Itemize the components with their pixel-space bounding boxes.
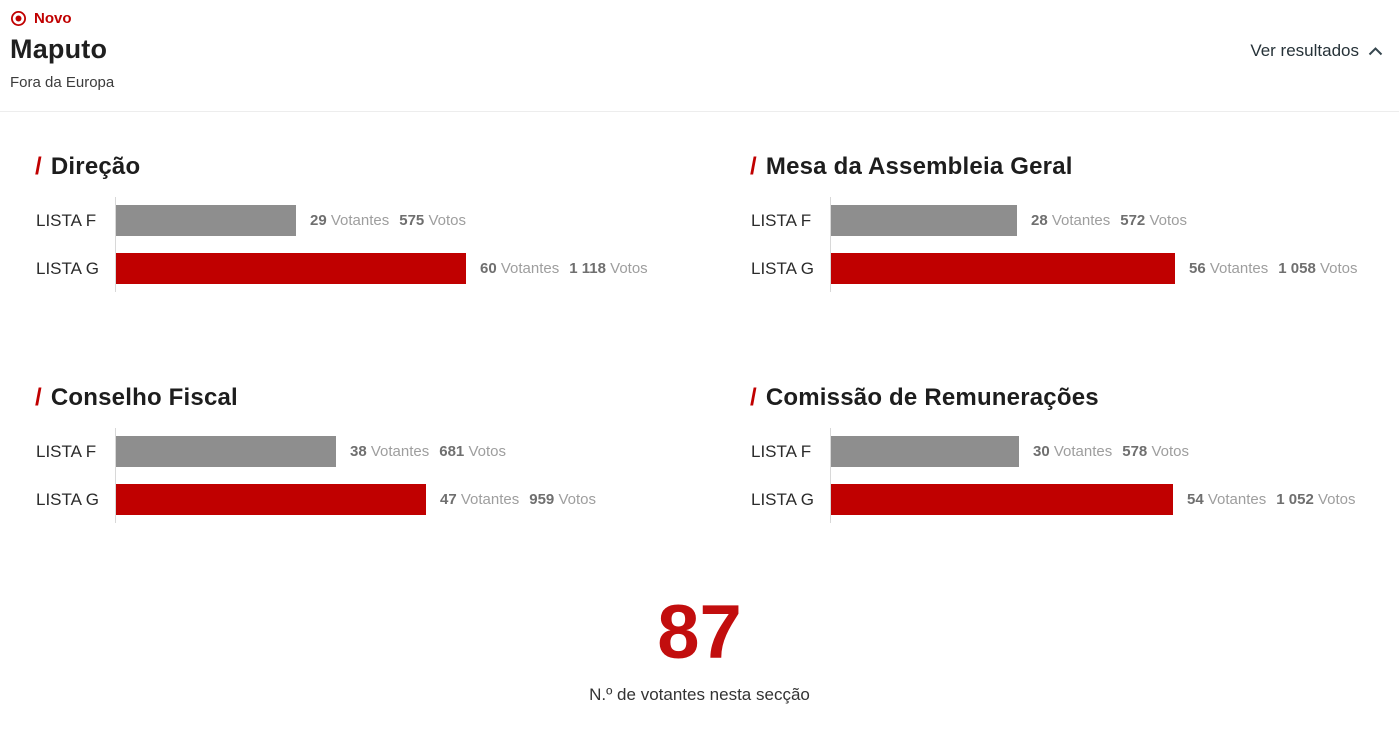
- chart-row: LISTA G 56 Votantes 1 058 Votos: [751, 253, 1395, 284]
- chart-row: LISTA G 47 Votantes 959 Votos: [36, 484, 680, 515]
- votos-word: Votos: [1317, 491, 1356, 508]
- section-title: / Comissão de Remunerações: [750, 384, 1395, 412]
- votantes-count: 56: [1189, 260, 1206, 277]
- page-title: Maputo: [10, 34, 108, 64]
- vote-bar: [831, 436, 1019, 467]
- record-dot-icon: [11, 11, 26, 26]
- vote-values: 38 Votantes 681 Votos: [350, 443, 506, 460]
- chart-row: LISTA F 28 Votantes 572 Votos: [751, 205, 1395, 236]
- votos-count: 959: [529, 491, 555, 508]
- vote-bar: [831, 253, 1175, 284]
- votos-count: 575: [399, 212, 425, 229]
- list-label: LISTA F: [36, 441, 97, 461]
- votantes-count: 30: [1033, 443, 1050, 460]
- section-title-text: Comissão de Remunerações: [765, 384, 1099, 411]
- votos-word: Votos: [468, 443, 506, 460]
- vote-values: 60 Votantes 1 118 Votos: [480, 260, 648, 277]
- page-header: Novo Maputo Fora da Europa Ver resultado…: [0, 0, 1399, 91]
- bar-chart: LISTA F 30 Votantes 578 Votos LISTA G 54 …: [751, 428, 1395, 523]
- list-label: LISTA F: [751, 210, 812, 230]
- voters-total: 87: [657, 590, 742, 675]
- votos-count: 681: [439, 443, 465, 460]
- chart-row: LISTA G 54 Votantes 1 052 Votos: [751, 484, 1395, 515]
- bar-chart: LISTA F 38 Votantes 681 Votos LISTA G 47 …: [36, 428, 680, 523]
- vote-values: 28 Votantes 572 Votos: [1031, 212, 1187, 229]
- page-subtitle: Fora da Europa: [10, 74, 115, 91]
- vote-values: 30 Votantes 578 Votos: [1033, 443, 1189, 460]
- votantes-word: Votantes: [500, 260, 560, 277]
- vote-values: 56 Votantes 1 058 Votos: [1189, 260, 1358, 277]
- list-label: LISTA G: [751, 258, 814, 278]
- section-title-slash: /: [750, 384, 757, 411]
- list-label: LISTA G: [36, 258, 99, 278]
- votos-word: Votos: [558, 491, 596, 508]
- section-title-slash: /: [750, 153, 757, 180]
- list-label: LISTA F: [751, 441, 812, 461]
- header-left: Novo Maputo Fora da Europa: [10, 9, 114, 91]
- votantes-count: 28: [1031, 212, 1048, 229]
- section-title-slash: /: [35, 153, 42, 180]
- votantes-count: 54: [1187, 491, 1204, 508]
- votos-count: 1 118: [569, 260, 606, 277]
- chart-row: LISTA F 38 Votantes 681 Votos: [36, 436, 680, 467]
- votos-word: Votos: [1151, 443, 1189, 460]
- votantes-count: 60: [480, 260, 497, 277]
- bar-chart: LISTA F 28 Votantes 572 Votos LISTA G 56 …: [751, 197, 1395, 292]
- vote-values: 47 Votantes 959 Votos: [440, 491, 596, 508]
- vote-values: 54 Votantes 1 052 Votos: [1187, 491, 1356, 508]
- vote-values: 29 Votantes 575 Votos: [310, 212, 466, 229]
- votos-count: 572: [1120, 212, 1146, 229]
- votantes-word: Votantes: [1053, 443, 1113, 460]
- results-section: / Direção LISTA F 29 Votantes 575 Votos LI…: [35, 153, 680, 292]
- votantes-word: Votantes: [1207, 491, 1267, 508]
- vote-bar: [831, 205, 1017, 236]
- view-results-toggle[interactable]: Ver resultados: [1250, 41, 1383, 61]
- votantes-word: Votantes: [1051, 212, 1111, 229]
- votantes-word: Votantes: [370, 443, 430, 460]
- chart-row: LISTA F 30 Votantes 578 Votos: [751, 436, 1395, 467]
- section-title-text: Conselho Fiscal: [50, 384, 238, 411]
- new-badge-label: Novo: [34, 10, 72, 27]
- list-label: LISTA F: [36, 210, 97, 230]
- votantes-count: 29: [310, 212, 327, 229]
- vote-bar: [116, 484, 426, 515]
- new-badge: Novo: [10, 9, 114, 27]
- vote-bar: [116, 205, 296, 236]
- votantes-count: 38: [350, 443, 367, 460]
- section-title: / Direção: [35, 153, 680, 181]
- section-summary: 87 N.º de votantes nesta secção: [0, 595, 1399, 705]
- vote-bar: [116, 436, 336, 467]
- chevron-up-icon: [1368, 46, 1383, 55]
- section-title: / Conselho Fiscal: [35, 384, 680, 412]
- view-results-label: Ver resultados: [1250, 41, 1359, 60]
- votos-count: 578: [1122, 443, 1148, 460]
- votos-count: 1 052: [1276, 491, 1314, 508]
- header-divider: [0, 111, 1399, 112]
- section-title: / Mesa da Assembleia Geral: [750, 153, 1395, 181]
- section-title-slash: /: [35, 384, 42, 411]
- list-label: LISTA G: [36, 489, 99, 509]
- results-section: / Conselho Fiscal LISTA F 38 Votantes 681 …: [35, 384, 680, 523]
- votos-word: Votos: [1319, 260, 1358, 277]
- voters-total-caption: N.º de votantes nesta secção: [589, 685, 810, 704]
- results-section: / Mesa da Assembleia Geral LISTA F 28 Vot…: [750, 153, 1395, 292]
- section-title-text: Direção: [50, 153, 141, 180]
- votos-word: Votos: [1149, 212, 1187, 229]
- chart-row: LISTA F 29 Votantes 575 Votos: [36, 205, 680, 236]
- vote-bar: [831, 484, 1173, 515]
- results-section: / Comissão de Remunerações LISTA F 30 Vot…: [750, 384, 1395, 523]
- votos-count: 1 058: [1278, 260, 1316, 277]
- votantes-count: 47: [440, 491, 457, 508]
- votos-word: Votos: [610, 260, 648, 277]
- list-label: LISTA G: [751, 489, 814, 509]
- votantes-word: Votantes: [1209, 260, 1269, 277]
- chart-row: LISTA G 60 Votantes 1 118 Votos: [36, 253, 680, 284]
- section-title-text: Mesa da Assembleia Geral: [765, 153, 1073, 180]
- votantes-word: Votantes: [330, 212, 390, 229]
- sections-grid: / Direção LISTA F 29 Votantes 575 Votos LI…: [0, 112, 1399, 523]
- vote-bar: [116, 253, 466, 284]
- bar-chart: LISTA F 29 Votantes 575 Votos LISTA G 60 …: [36, 197, 680, 292]
- votantes-word: Votantes: [460, 491, 520, 508]
- votos-word: Votos: [428, 212, 466, 229]
